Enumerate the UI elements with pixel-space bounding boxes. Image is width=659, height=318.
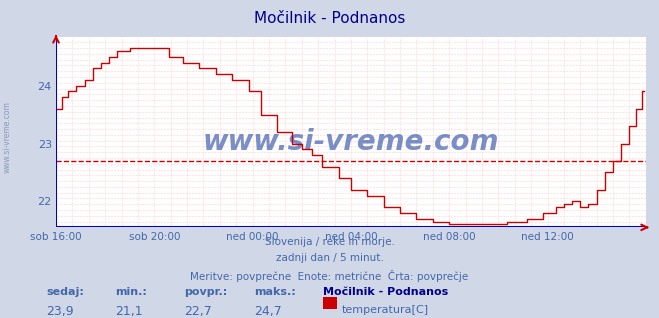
Text: 21,1: 21,1 [115, 305, 143, 318]
Text: Močilnik - Podnanos: Močilnik - Podnanos [323, 287, 448, 297]
Text: www.si-vreme.com: www.si-vreme.com [3, 101, 12, 173]
Text: temperatura[C]: temperatura[C] [341, 305, 428, 315]
Text: Močilnik - Podnanos: Močilnik - Podnanos [254, 11, 405, 26]
Text: povpr.:: povpr.: [185, 287, 228, 297]
Text: min.:: min.: [115, 287, 147, 297]
Text: sedaj:: sedaj: [46, 287, 84, 297]
Text: maks.:: maks.: [254, 287, 295, 297]
Text: 24,7: 24,7 [254, 305, 281, 318]
Text: Meritve: povprečne  Enote: metrične  Črta: povprečje: Meritve: povprečne Enote: metrične Črta:… [190, 270, 469, 282]
Text: 22,7: 22,7 [185, 305, 212, 318]
Text: zadnji dan / 5 minut.: zadnji dan / 5 minut. [275, 253, 384, 263]
Text: www.si-vreme.com: www.si-vreme.com [203, 128, 499, 156]
Text: 23,9: 23,9 [46, 305, 74, 318]
Text: Slovenija / reke in morje.: Slovenija / reke in morje. [264, 237, 395, 247]
